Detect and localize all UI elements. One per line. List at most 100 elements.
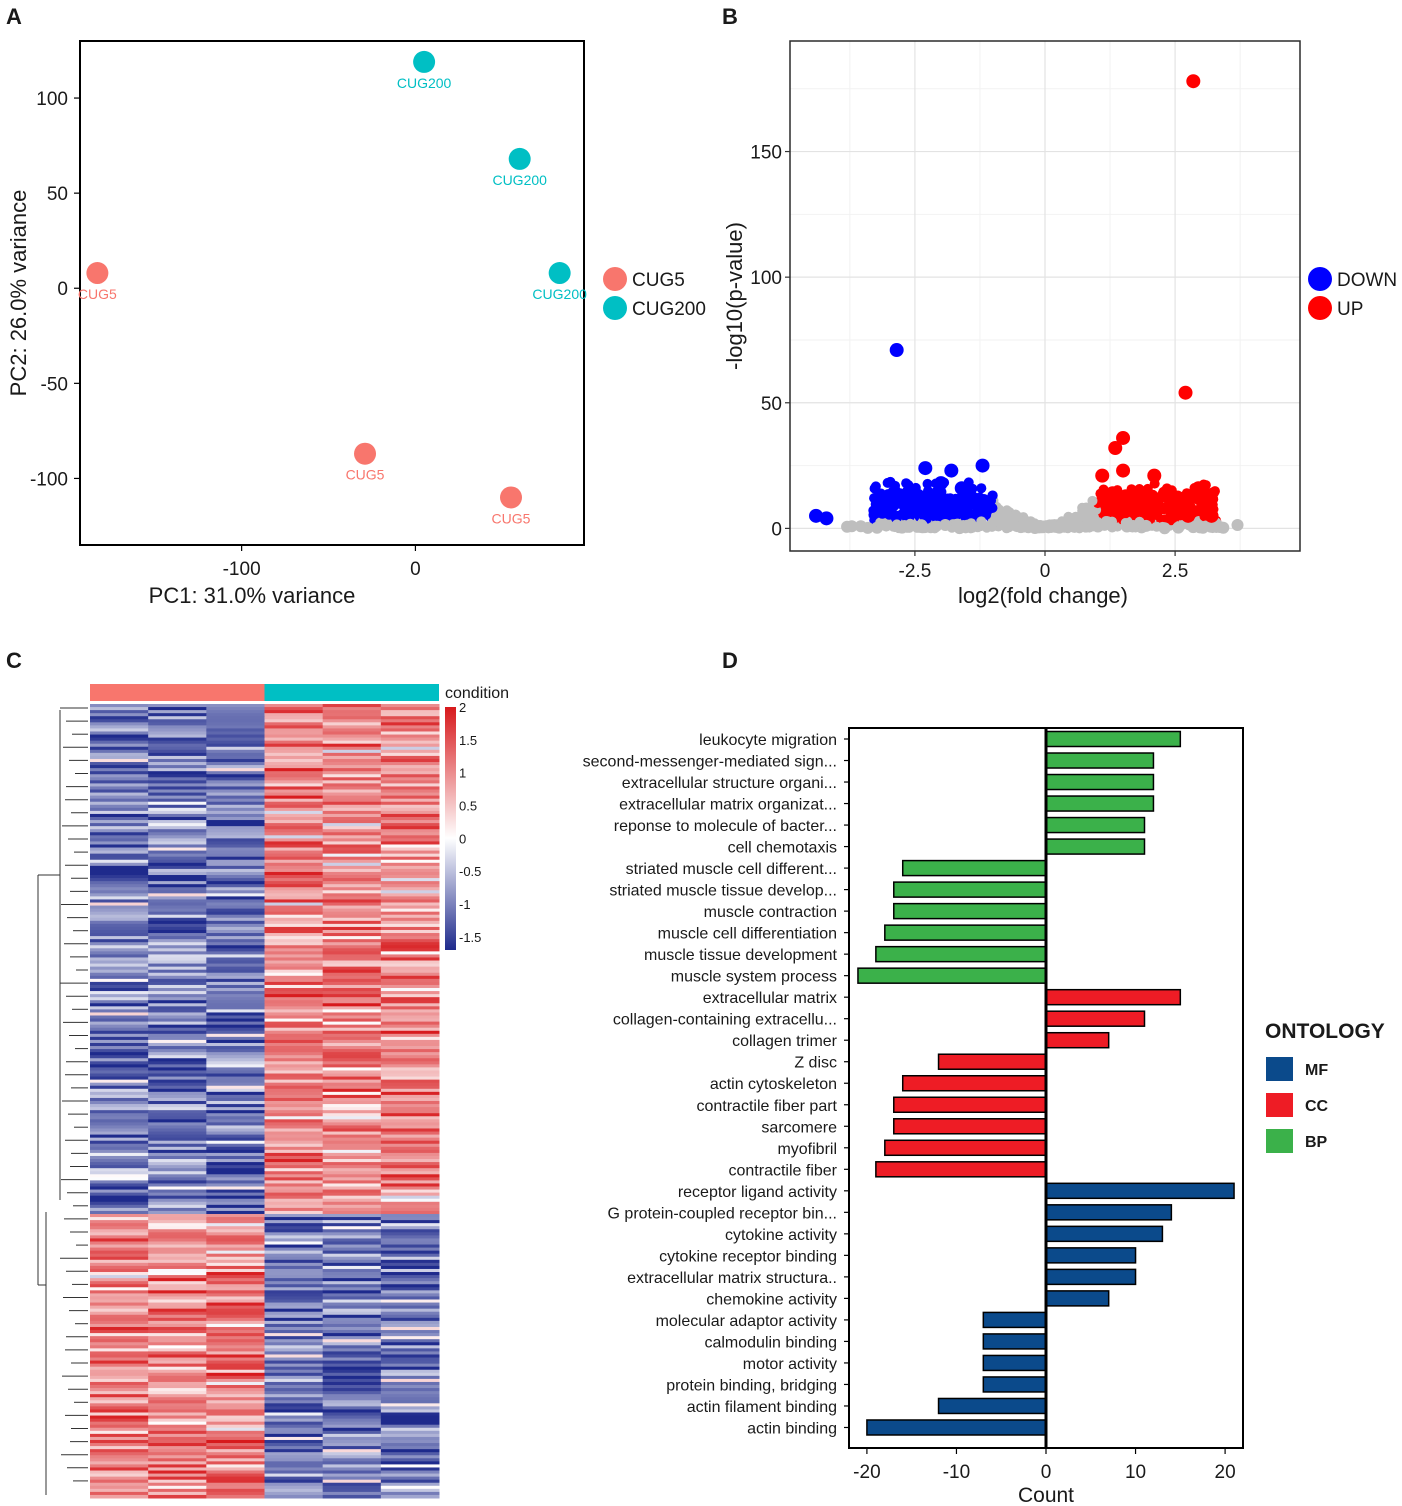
heatmap-cell: [380, 972, 440, 977]
heatmap-cell: [322, 908, 382, 913]
heatmap-cell: [322, 1491, 382, 1496]
heatmap-cell: [264, 1162, 324, 1166]
heatmap-cell: [322, 1397, 382, 1401]
heatmap-cell: [206, 1241, 265, 1246]
heatmap-cell: [206, 707, 265, 711]
heatmap-cell: [264, 1326, 324, 1331]
heatmap-cell: [90, 1397, 149, 1401]
go-bar: [1045, 1031, 1110, 1049]
volcano-highlight-point: [907, 498, 922, 513]
heatmap-cell: [380, 991, 440, 995]
heatmap-cell: [206, 914, 265, 919]
heatmap-cell: [90, 838, 149, 842]
gene-point: [1172, 521, 1185, 534]
heatmap-cell: [322, 1152, 382, 1157]
heatmap-cell: [206, 1229, 265, 1233]
heatmap-cell: [148, 1348, 207, 1352]
heatmap-cell: [264, 893, 324, 897]
heatmap-cell: [322, 777, 382, 781]
heatmap-cell: [322, 945, 382, 949]
heatmap-cell: [380, 960, 440, 965]
heatmap-cell: [90, 1323, 149, 1328]
heatmap-cell: [322, 1030, 382, 1035]
gene-point: [1014, 521, 1027, 534]
heatmap-cell: [206, 1323, 265, 1328]
heatmap-cell: [322, 1207, 382, 1212]
heatmap-cell: [90, 1378, 149, 1383]
heatmap-cell: [206, 1131, 265, 1136]
heatmap-cell: [90, 1049, 149, 1053]
heatmap-cell: [380, 783, 440, 787]
volcano-highlight-point: [1204, 508, 1219, 523]
heatmap-cell: [90, 728, 149, 732]
heatmap-cell: [148, 780, 207, 784]
heatmap-cell: [148, 1424, 207, 1429]
heatmap-cell: [380, 765, 440, 769]
heatmap-cell: [264, 1311, 324, 1316]
heatmap-cell: [90, 981, 149, 986]
heatmap-cell: [206, 1357, 265, 1362]
heatmap-cell: [380, 1470, 440, 1475]
heatmap-cell: [380, 1461, 440, 1465]
heatmap-cell: [322, 1375, 382, 1380]
heatmap-cell: [322, 969, 382, 974]
heatmap-cell: [148, 871, 207, 876]
heatmap-cell: [380, 1207, 440, 1212]
heatmap-cell: [206, 1207, 265, 1212]
heatmap-cell: [206, 881, 265, 885]
heatmap-cell: [206, 1088, 265, 1093]
go-term-label: reponse to molecule of bacter...: [614, 818, 837, 835]
heatmap-cell: [322, 1473, 382, 1478]
go-term-label: extracellular matrix: [703, 990, 837, 1007]
heatmap-cell: [148, 1223, 207, 1227]
heatmap-cell: [206, 1479, 265, 1484]
heatmap-cell: [148, 951, 207, 955]
heatmap-cell: [264, 1046, 324, 1050]
gene-point: [1187, 521, 1200, 534]
heatmap-cell: [206, 1110, 265, 1114]
go-term-label: calmodulin binding: [704, 1334, 837, 1351]
heatmap-cell: [322, 1323, 382, 1328]
heatmap-cell: [90, 847, 149, 852]
gene-point: [1158, 522, 1171, 535]
gene-point: [1140, 519, 1153, 532]
volcano-highlight-point: [1116, 430, 1131, 445]
heatmap-cell: [322, 878, 382, 882]
heatmap-cell: [90, 758, 149, 763]
heatmap-cell: [148, 838, 207, 842]
heatmap-cell: [264, 981, 324, 986]
condition-bar-cug200: [264, 684, 439, 701]
volcano-y-tick-label: 100: [750, 268, 782, 289]
heatmap-cell: [90, 1278, 149, 1282]
heatmap-cell: [148, 1085, 207, 1090]
heatmap-cell: [322, 1046, 382, 1050]
heatmap-cell: [322, 884, 382, 888]
heatmap-cell: [380, 1394, 440, 1398]
heatmap-cell: [264, 1217, 324, 1221]
heatmap-cell: [148, 1293, 207, 1297]
heatmap-cell: [264, 1482, 324, 1487]
heatmap-cell: [380, 1281, 440, 1285]
heatmap-cell: [264, 1461, 324, 1465]
heatmap-cell: [206, 1094, 265, 1099]
heatmap-cell: [264, 1464, 324, 1468]
heatmap-cell: [322, 765, 382, 769]
heatmap-cell: [322, 1171, 382, 1175]
heatmap-cell: [264, 1339, 324, 1343]
heatmap-cell: [380, 862, 440, 867]
heatmap-cell: [380, 1284, 440, 1288]
heatmap-cell: [322, 978, 382, 983]
pca-x-tick-label: -100: [223, 559, 261, 580]
heatmap-cell: [380, 908, 440, 913]
heatmap-cell: [264, 1320, 324, 1325]
pca-y-tick-label: -100: [30, 469, 68, 490]
go-term-label: actin binding: [747, 1420, 837, 1437]
heatmap-cell: [148, 713, 207, 717]
heatmap-cell: [380, 853, 440, 858]
heatmap-cell: [206, 1009, 265, 1013]
heatmap-cell: [90, 1064, 149, 1068]
heatmap-cell: [90, 1455, 149, 1459]
heatmap-cell: [148, 1299, 207, 1304]
heatmap-cell: [264, 758, 324, 763]
heatmap-cell: [90, 899, 149, 903]
